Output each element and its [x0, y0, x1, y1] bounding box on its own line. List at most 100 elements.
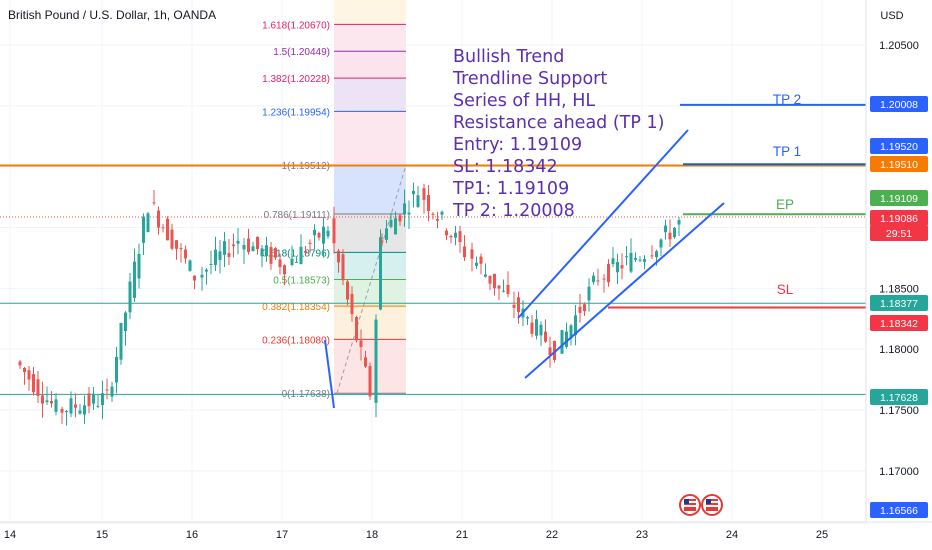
price-tag: 29:51 [870, 225, 928, 241]
candle-body [105, 389, 109, 391]
candle-body [251, 246, 255, 252]
candle-body [350, 293, 354, 315]
candle-body [484, 274, 487, 277]
candle-body [431, 213, 435, 215]
candle-body [592, 275, 595, 283]
candlestick-series [18, 182, 681, 426]
fib-level-label: 0.786(1.19111) [264, 210, 330, 221]
price-tag: 1.19086 [870, 210, 928, 226]
price-tag-text: 1.19520 [880, 141, 918, 153]
price-tag: 1.16566 [870, 502, 928, 518]
candle-body [677, 220, 681, 225]
candle-body [184, 249, 187, 259]
candle-body [398, 215, 402, 222]
candle-body [54, 399, 58, 412]
price-tag-bg [870, 96, 928, 112]
price-tag: 1.17628 [870, 389, 928, 405]
candle-body [236, 240, 240, 244]
candle-body [412, 190, 415, 195]
candle-body [50, 400, 53, 404]
candle-body [209, 264, 213, 266]
price-tick: 1.18500 [879, 283, 919, 295]
candle-body [659, 239, 663, 248]
price-tag-bg [870, 156, 928, 172]
us-flag-icon [706, 499, 711, 504]
candle-body [569, 325, 573, 339]
candle-body [616, 261, 619, 273]
candle-body [407, 212, 411, 215]
candle-body [101, 393, 104, 406]
candle-body [629, 252, 633, 272]
price-tick: 1.17500 [879, 405, 919, 417]
candle-body [332, 218, 336, 244]
candle-body [506, 284, 510, 294]
candle-body [553, 340, 556, 360]
candle-body [583, 304, 586, 312]
fib-level-label: 1.618(1.20670) [262, 20, 330, 31]
candle-body [137, 253, 141, 279]
price-tag: 1.20008 [870, 96, 928, 112]
candle-body [265, 245, 268, 257]
candle-body [78, 410, 82, 414]
level-labels: TP 2 TP 1 EP SL [773, 92, 801, 297]
candle-body [115, 356, 118, 383]
candle-body [643, 259, 646, 262]
fib-level-label: 0.618(1.18796) [262, 248, 330, 259]
candle-body [364, 357, 367, 367]
candle-body [650, 255, 654, 257]
price-tick: 1.17000 [879, 466, 919, 478]
candle-body [227, 253, 231, 258]
candle-body [274, 248, 277, 258]
candle-body [32, 374, 35, 393]
candle-body [620, 265, 624, 269]
candle-body [124, 312, 127, 332]
drop-line [324, 339, 335, 409]
price-tag: 1.18342 [870, 315, 928, 331]
price-tag-text: 29:51 [886, 228, 912, 240]
candle-body [69, 398, 73, 414]
candle-body [223, 241, 226, 255]
level-label-tp1: TP 1 [773, 144, 801, 159]
price-tag: 1.19510 [870, 156, 928, 172]
time-tick: 25 [816, 529, 828, 541]
fib-level-label: 0.236(1.18080) [262, 335, 330, 346]
candle-body [142, 216, 145, 243]
candle-body [668, 232, 672, 240]
candle-body [65, 411, 68, 413]
candle-body [655, 251, 658, 258]
candle-body [596, 280, 600, 282]
price-tag-bg [870, 210, 928, 226]
candle-body [295, 261, 298, 263]
candle-body [475, 262, 478, 266]
candle-body [313, 229, 316, 236]
price-axis[interactable]: USD 1.20500 1.18500 1.18000 1.17500 1.17000 1.… [865, 0, 928, 522]
candle-body [346, 281, 349, 300]
candle-body [380, 240, 384, 242]
candle-body [560, 330, 564, 354]
candle-body [664, 225, 667, 233]
candle-body [422, 188, 426, 200]
candle-body [92, 393, 95, 404]
us-flag-icon [706, 505, 718, 507]
time-tick: 23 [636, 529, 648, 541]
candle-body [526, 317, 529, 319]
candle-body [368, 366, 372, 397]
fib-band [334, 24, 406, 52]
candle-body [60, 408, 64, 413]
candle-body [436, 218, 439, 221]
trendlines[interactable] [324, 129, 725, 409]
candle-body [394, 218, 397, 235]
annotation-line: SL: 1.18342 [453, 157, 558, 177]
candle-body [440, 211, 444, 215]
fib-band [334, 78, 406, 112]
candle-body [256, 236, 259, 250]
candle-body [166, 218, 169, 241]
candle-body [317, 233, 321, 238]
price-tag-bg [870, 225, 928, 241]
candle-body [416, 195, 420, 207]
event-flag-icons[interactable] [679, 494, 723, 516]
currency-label: USD [880, 10, 903, 22]
time-axis[interactable]: 14 15 16 17 18 21 22 23 24 25 [0, 521, 932, 541]
